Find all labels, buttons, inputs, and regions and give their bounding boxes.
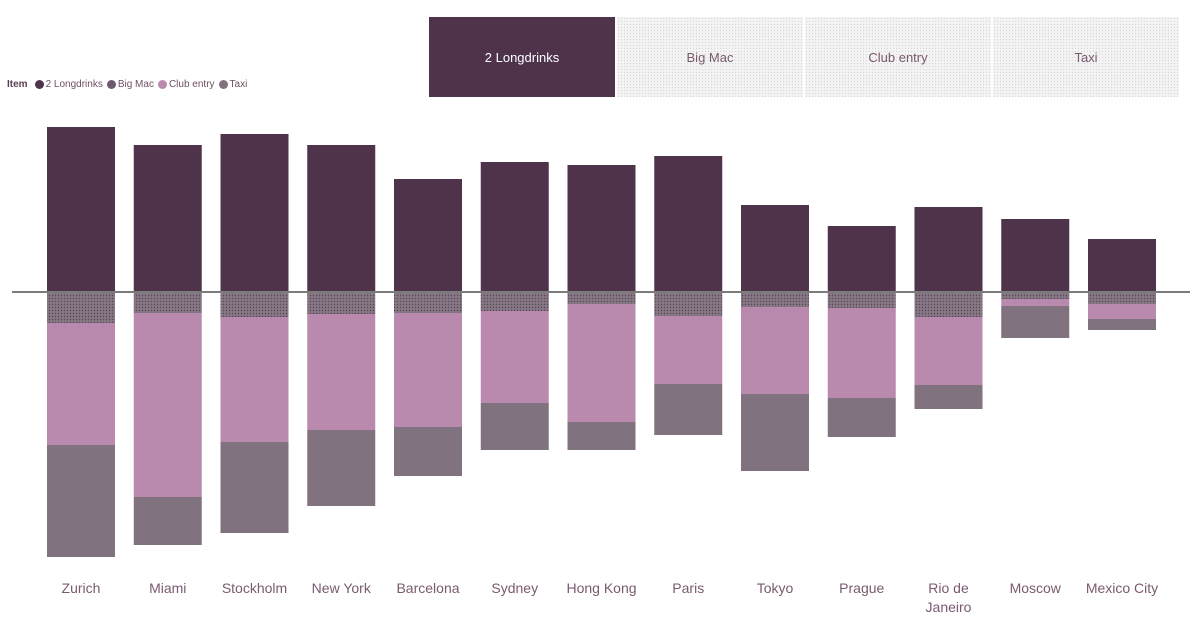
bar-big-mac-stockholm[interactable] xyxy=(220,292,289,317)
bar-taxi-tokyo[interactable] xyxy=(741,394,809,471)
bar-taxi-hong-kong[interactable] xyxy=(567,422,636,450)
bar-2-longdrinks-new-york[interactable] xyxy=(307,145,376,292)
x-tick-label: Mexico City xyxy=(1086,580,1158,596)
x-tick-label: Zurich xyxy=(62,580,101,596)
x-tick-label: Sydney xyxy=(491,580,538,596)
bar-2-longdrinks-tokyo[interactable] xyxy=(741,205,809,292)
slicer-button-taxi[interactable]: Taxi xyxy=(993,17,1179,97)
x-tick-label: Barcelona xyxy=(396,580,459,596)
bar-club-entry-sydney[interactable] xyxy=(480,311,549,403)
bar-2-longdrinks-miami[interactable] xyxy=(133,145,202,292)
bar-club-entry-miami[interactable] xyxy=(133,313,202,497)
bar-big-mac-new-york[interactable] xyxy=(307,292,376,314)
bar-taxi-prague[interactable] xyxy=(827,398,896,437)
slicer-button-club-entry[interactable]: Club entry xyxy=(805,17,991,97)
bar-2-longdrinks-rio-de-janeiro[interactable] xyxy=(914,207,983,292)
bar-club-entry-new-york[interactable] xyxy=(307,314,376,430)
bar-taxi-paris[interactable] xyxy=(654,384,723,435)
bar-big-mac-zurich[interactable] xyxy=(47,292,115,323)
bar-big-mac-moscow[interactable] xyxy=(1001,292,1070,299)
bar-big-mac-sydney[interactable] xyxy=(480,292,549,311)
bar-club-entry-paris[interactable] xyxy=(654,316,723,384)
bar-club-entry-zurich[interactable] xyxy=(47,323,115,445)
bar-big-mac-tokyo[interactable] xyxy=(741,292,809,307)
x-tick-label: Paris xyxy=(672,580,704,596)
chart-legend: Item 2 Longdrinks Big Mac Club entry Tax… xyxy=(7,79,251,90)
slicer-button-big-mac[interactable]: Big Mac xyxy=(617,17,803,97)
bar-big-mac-paris[interactable] xyxy=(654,292,723,316)
legend-label: 2 Longdrinks xyxy=(45,79,103,90)
x-tick-label: Stockholm xyxy=(222,580,287,596)
bar-big-mac-prague[interactable] xyxy=(827,292,896,308)
x-tick-label: Miami xyxy=(149,580,186,596)
bar-taxi-mexico-city[interactable] xyxy=(1088,319,1156,330)
legend-item-2-longdrinks[interactable]: 2 Longdrinks xyxy=(34,79,103,90)
x-tick-label: Hong Kong xyxy=(566,580,636,596)
bar-club-entry-mexico-city[interactable] xyxy=(1088,304,1156,319)
bar-2-longdrinks-hong-kong[interactable] xyxy=(567,165,636,292)
bar-taxi-miami[interactable] xyxy=(133,497,202,545)
bar-club-entry-hong-kong[interactable] xyxy=(567,304,636,422)
x-tick-label: New York xyxy=(312,580,372,596)
bar-club-entry-stockholm[interactable] xyxy=(220,317,289,442)
bar-big-mac-hong-kong[interactable] xyxy=(567,292,636,304)
legend-item-big-mac[interactable]: Big Mac xyxy=(106,79,154,90)
bar-taxi-moscow[interactable] xyxy=(1001,306,1070,338)
legend-title: Item xyxy=(7,79,28,90)
bar-club-entry-rio-de-janeiro[interactable] xyxy=(914,317,983,385)
x-tick-label: Prague xyxy=(839,580,884,596)
x-tick-label: Tokyo xyxy=(757,580,794,596)
bar-big-mac-miami[interactable] xyxy=(133,292,202,313)
bar-big-mac-barcelona[interactable] xyxy=(394,292,462,313)
legend-label: Taxi xyxy=(229,79,248,90)
slicer-button-2-longdrinks[interactable]: 2 Longdrinks xyxy=(429,17,615,97)
bar-big-mac-mexico-city[interactable] xyxy=(1088,292,1156,304)
item-slicer: 2 Longdrinks Big Mac Club entry Taxi xyxy=(429,17,1181,97)
legend-dot-icon xyxy=(34,80,44,89)
legend-dot-icon xyxy=(157,80,167,89)
bar-2-longdrinks-mexico-city[interactable] xyxy=(1088,239,1156,292)
bar-2-longdrinks-barcelona[interactable] xyxy=(394,179,462,292)
legend-item-taxi[interactable]: Taxi xyxy=(218,79,248,90)
bar-big-mac-rio-de-janeiro[interactable] xyxy=(914,292,983,317)
bar-club-entry-prague[interactable] xyxy=(827,308,896,398)
bar-2-longdrinks-stockholm[interactable] xyxy=(220,134,289,292)
legend-dot-icon xyxy=(106,80,116,89)
legend-label: Club entry xyxy=(168,79,215,90)
x-tick-label: Rio de Janeiro xyxy=(926,580,972,615)
legend-label: Big Mac xyxy=(117,79,154,90)
bar-2-longdrinks-sydney[interactable] xyxy=(480,162,549,292)
bar-taxi-sydney[interactable] xyxy=(480,403,549,450)
bar-club-entry-barcelona[interactable] xyxy=(394,313,462,427)
bar-club-entry-tokyo[interactable] xyxy=(741,307,809,394)
legend-dot-icon xyxy=(218,80,228,89)
x-tick-label: Moscow xyxy=(1010,580,1062,596)
bar-taxi-zurich[interactable] xyxy=(47,445,115,557)
bar-taxi-new-york[interactable] xyxy=(307,430,376,506)
bar-2-longdrinks-moscow[interactable] xyxy=(1001,219,1070,292)
bar-taxi-barcelona[interactable] xyxy=(394,427,462,476)
bar-2-longdrinks-prague[interactable] xyxy=(827,226,896,292)
bar-taxi-rio-de-janeiro[interactable] xyxy=(914,385,983,409)
legend-item-club-entry[interactable]: Club entry xyxy=(157,79,215,90)
bar-2-longdrinks-zurich[interactable] xyxy=(47,127,115,292)
bar-2-longdrinks-paris[interactable] xyxy=(654,156,723,292)
bar-taxi-stockholm[interactable] xyxy=(220,442,289,533)
bar-club-entry-moscow[interactable] xyxy=(1001,299,1070,306)
